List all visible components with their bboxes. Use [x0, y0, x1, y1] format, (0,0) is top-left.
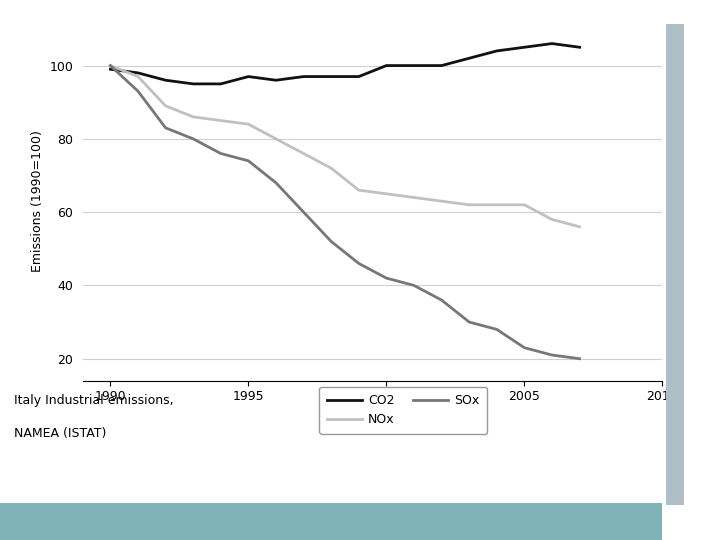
NOx: [548, 216, 557, 222]
CO2: [520, 44, 528, 50]
SOx: [244, 158, 253, 164]
Legend: CO2, NOx, SOx: CO2, NOx, SOx: [319, 387, 487, 434]
SOx: [271, 180, 280, 186]
SOx: [410, 282, 418, 289]
SOx: [382, 275, 391, 281]
NOx: [189, 113, 197, 120]
NOx: [492, 201, 501, 208]
CO2: [410, 62, 418, 69]
Line: NOx: NOx: [110, 65, 580, 227]
CO2: [217, 80, 225, 87]
CO2: [354, 73, 363, 80]
NOx: [106, 62, 114, 69]
CO2: [244, 73, 253, 80]
CO2: [134, 70, 143, 76]
NOx: [410, 194, 418, 201]
CO2: [161, 77, 170, 84]
NOx: [271, 136, 280, 142]
NOx: [520, 201, 528, 208]
Text: Italy Industrial emissions,: Italy Industrial emissions,: [14, 394, 174, 407]
SOx: [465, 319, 474, 325]
CO2: [465, 55, 474, 62]
NOx: [134, 73, 143, 80]
NOx: [354, 187, 363, 193]
CO2: [382, 62, 391, 69]
Line: SOx: SOx: [110, 65, 580, 359]
NOx: [382, 191, 391, 197]
CO2: [575, 44, 584, 50]
SOx: [548, 352, 557, 359]
NOx: [327, 165, 336, 171]
CO2: [189, 80, 197, 87]
SOx: [106, 62, 114, 69]
SOx: [161, 125, 170, 131]
SOx: [354, 260, 363, 267]
NOx: [437, 198, 446, 205]
NOx: [161, 103, 170, 109]
NOx: [244, 121, 253, 127]
CO2: [492, 48, 501, 54]
NOx: [465, 201, 474, 208]
SOx: [217, 150, 225, 157]
SOx: [327, 238, 336, 245]
CO2: [106, 66, 114, 72]
Y-axis label: Emissions (1990=100): Emissions (1990=100): [31, 130, 44, 272]
SOx: [300, 209, 308, 215]
CO2: [437, 62, 446, 69]
NOx: [575, 224, 584, 230]
Text: NAMEA (ISTAT): NAMEA (ISTAT): [14, 427, 107, 440]
CO2: [548, 40, 557, 47]
NOx: [217, 117, 225, 124]
SOx: [437, 297, 446, 303]
SOx: [189, 136, 197, 142]
CO2: [300, 73, 308, 80]
X-axis label: Year: Year: [359, 409, 386, 422]
SOx: [492, 326, 501, 333]
SOx: [520, 345, 528, 351]
SOx: [575, 355, 584, 362]
CO2: [327, 73, 336, 80]
Line: CO2: CO2: [110, 44, 580, 84]
SOx: [134, 88, 143, 94]
NOx: [300, 150, 308, 157]
CO2: [271, 77, 280, 84]
